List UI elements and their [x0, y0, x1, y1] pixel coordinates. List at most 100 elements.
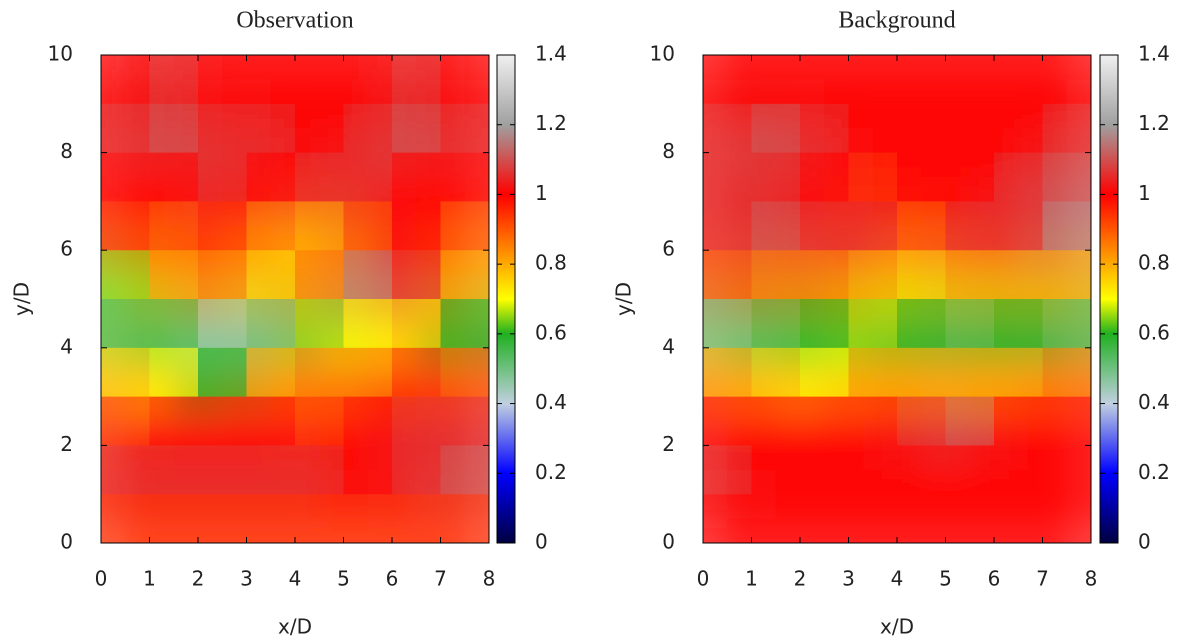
x-tick-label: 2: [794, 567, 807, 591]
x-tick-label: 2: [192, 567, 205, 591]
heatmap-cell: [703, 396, 752, 446]
heatmap-cell: [945, 494, 994, 543]
heatmap-cell: [295, 299, 344, 348]
heatmap-cell: [392, 396, 441, 446]
heatmap-cell: [149, 494, 198, 543]
heatmap-cell: [1042, 494, 1091, 543]
heatmap-cell: [703, 55, 752, 104]
heatmap-cell: [295, 152, 344, 202]
heatmap-cell: [343, 103, 392, 153]
heatmap-cell: [897, 201, 946, 251]
y-tick-label: 4: [60, 334, 73, 358]
colorbar-tick-label: 0.2: [535, 460, 567, 484]
heatmap-cell: [343, 347, 392, 397]
heatmap-cell: [343, 494, 392, 543]
heatmap-cell: [246, 445, 295, 495]
heatmap-cell: [392, 250, 441, 299]
heatmap-cell: [751, 494, 800, 543]
x-tick-label: 7: [1036, 567, 1049, 591]
heatmap-cell: [392, 494, 441, 543]
colorbar: [1099, 54, 1119, 544]
heatmap-cell: [848, 152, 897, 202]
heatmap-cell: [149, 250, 198, 299]
heatmap-cell: [751, 152, 800, 202]
heatmap-cell: [897, 299, 946, 348]
heatmap-cell: [440, 55, 489, 104]
x-tick-label: 4: [289, 567, 302, 591]
heatmap-cell: [897, 55, 946, 104]
heatmap-cell: [440, 396, 489, 446]
heatmap-cell: [703, 494, 752, 543]
heatmap-cell: [945, 103, 994, 153]
heatmap-cell: [1042, 103, 1091, 153]
heatmap-cell: [343, 445, 392, 495]
heatmap-cell: [246, 103, 295, 153]
y-tick-label: 6: [60, 237, 73, 261]
heatmap-cell: [392, 103, 441, 153]
heatmap-cell: [994, 201, 1043, 251]
heatmap-cell: [149, 55, 198, 104]
heatmap-cell: [703, 103, 752, 153]
heatmap-cell: [800, 201, 849, 251]
heatmap-cell: [246, 494, 295, 543]
heatmap-cell: [1042, 152, 1091, 202]
heatmap-cell: [800, 445, 849, 495]
heatmap-cell: [295, 347, 344, 397]
heatmap-cell: [246, 347, 295, 397]
heatmap: [703, 55, 1091, 543]
heatmap-cell: [1042, 396, 1091, 446]
heatmap-cell: [246, 299, 295, 348]
heatmap-cell: [246, 152, 295, 202]
heatmap-cell: [897, 347, 946, 397]
heatmap-cell: [246, 55, 295, 104]
x-tick-label: 0: [697, 567, 710, 591]
heatmap-cell: [101, 103, 150, 153]
heatmap-cell: [440, 347, 489, 397]
heatmap: [101, 55, 489, 543]
heatmap-cell: [945, 396, 994, 446]
heatmap-cell: [994, 494, 1043, 543]
heatmap-cell: [149, 396, 198, 446]
y-tick-label: 2: [60, 432, 73, 456]
heatmap-cell: [897, 250, 946, 299]
heatmap-cell: [994, 152, 1043, 202]
heatmap-cell: [800, 250, 849, 299]
colorbar-tick-label: 1: [1138, 181, 1151, 205]
heatmap-cell: [945, 250, 994, 299]
heatmap-cell: [703, 347, 752, 397]
y-axis-label: y/D: [10, 282, 34, 316]
y-tick-label: 10: [650, 42, 675, 66]
heatmap-cell: [897, 152, 946, 202]
heatmap-cell: [149, 103, 198, 153]
heatmap-cell: [848, 103, 897, 153]
heatmap-cell: [198, 347, 247, 397]
heatmap-cell: [101, 152, 150, 202]
heatmap-cell: [392, 55, 441, 104]
heatmap-cell: [703, 201, 752, 251]
y-tick-label: 0: [662, 530, 675, 554]
y-tick-label: 4: [662, 334, 675, 358]
heatmap-cell: [343, 55, 392, 104]
x-axis-label: x/D: [880, 615, 914, 639]
heatmap-cell: [440, 201, 489, 251]
heatmap-cell: [198, 55, 247, 104]
x-tick-label: 5: [939, 567, 952, 591]
heatmap-cell: [149, 347, 198, 397]
heatmap-cell: [101, 250, 150, 299]
heatmap-cell: [101, 445, 150, 495]
heatmap-cell: [101, 299, 150, 348]
heatmap-cell: [198, 103, 247, 153]
heatmap-cell: [897, 396, 946, 446]
heatmap-cell: [295, 396, 344, 446]
heatmap-cell: [848, 299, 897, 348]
heatmap-cell: [994, 299, 1043, 348]
heatmap-cell: [392, 152, 441, 202]
heatmap-cell: [1042, 201, 1091, 251]
colorbar-tick-label: 1.2: [1138, 111, 1170, 135]
heatmap-cell: [149, 445, 198, 495]
heatmap-cell: [751, 55, 800, 104]
heatmap-cell: [246, 396, 295, 446]
heatmap-cell: [945, 152, 994, 202]
heatmap-cell: [392, 201, 441, 251]
